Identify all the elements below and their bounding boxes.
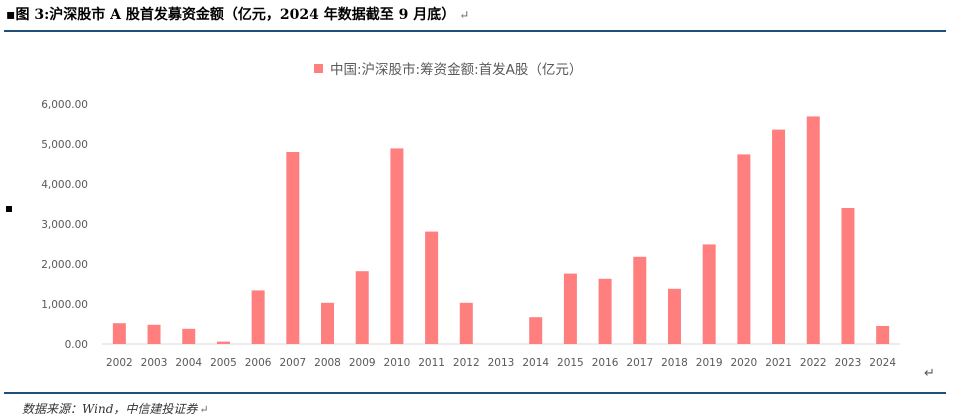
figure-title-text: ▪图 3:沪深股市 A 股首发募资金额（亿元，2024 年数据截至 9 月底） xyxy=(6,7,456,23)
bar-2017 xyxy=(633,256,647,344)
bar-2008 xyxy=(321,302,335,344)
x-tick-label: 2008 xyxy=(314,357,341,369)
x-tick-label: 2014 xyxy=(522,357,549,369)
chart-legend: 中国:沪深股市:筹资金额:首发A股（亿元） xyxy=(314,61,582,78)
x-tick-label: 2021 xyxy=(765,357,792,369)
y-tick-label: 3,000.00 xyxy=(41,219,88,231)
x-tick-label: 2013 xyxy=(488,357,515,369)
bar-2021 xyxy=(772,129,786,344)
figure-title: ▪图 3:沪深股市 A 股首发募资金额（亿元，2024 年数据截至 9 月底） ↵ xyxy=(6,4,469,24)
x-axis: 2002 2003 2004 2005 2006 2007 2008 2009 2010 2011… xyxy=(106,357,896,369)
source-note: 数据来源：Wind，中信建投证券 ↵ xyxy=(22,400,209,417)
bar-2004 xyxy=(182,328,196,344)
x-tick-label: 2003 xyxy=(141,357,168,369)
x-tick-label: 2007 xyxy=(279,357,306,369)
x-tick-label: 2012 xyxy=(453,357,480,369)
y-tick-label: 2,000.00 xyxy=(41,259,88,271)
bar-2005 xyxy=(216,341,230,344)
bar-2011 xyxy=(425,231,439,344)
y-tick-label: 6,000.00 xyxy=(41,99,88,111)
bar-series xyxy=(112,116,890,345)
x-tick-label: 2009 xyxy=(349,357,376,369)
y-tick-label: 4,000.00 xyxy=(41,179,88,191)
legend-label: 中国:沪深股市:筹资金额:首发A股（亿元） xyxy=(330,61,582,78)
x-tick-label: 2011 xyxy=(418,357,445,369)
x-tick-label: 2002 xyxy=(106,357,133,369)
bullet-square-icon xyxy=(6,206,12,212)
source-text: 数据来源：Wind，中信建投证券 xyxy=(22,402,198,416)
bar-2007 xyxy=(286,152,300,344)
x-tick-label: 2006 xyxy=(245,357,272,369)
bar-chart: 中国:沪深股市:筹资金额:首发A股（亿元） 0.00 1,000.00 2,000.… xyxy=(41,61,900,369)
x-tick-label: 2019 xyxy=(696,357,723,369)
bar-2023 xyxy=(841,208,855,344)
bar-2024 xyxy=(876,326,890,344)
paragraph-return-icon: ↵ xyxy=(199,403,209,416)
x-tick-label: 2023 xyxy=(835,357,862,369)
bar-2009 xyxy=(355,271,369,344)
bar-2003 xyxy=(147,324,161,344)
bar-2018 xyxy=(667,288,681,344)
x-tick-label: 2010 xyxy=(384,357,411,369)
bar-2022 xyxy=(806,116,820,345)
bar-2019 xyxy=(702,244,716,344)
y-tick-label: 0.00 xyxy=(65,339,88,351)
x-tick-label: 2015 xyxy=(557,357,584,369)
x-tick-label: 2022 xyxy=(800,357,827,369)
y-axis: 0.00 1,000.00 2,000.00 3,000.00 4,000.00 5,00… xyxy=(41,99,88,351)
bar-2002 xyxy=(112,323,126,344)
bar-2012 xyxy=(459,302,473,344)
y-tick-label: 5,000.00 xyxy=(41,139,88,151)
bar-2015 xyxy=(563,273,577,344)
paragraph-return-icon-right: ↵ xyxy=(924,366,935,381)
bar-2006 xyxy=(251,290,265,344)
x-tick-label: 2004 xyxy=(175,357,202,369)
x-tick-label: 2024 xyxy=(869,357,896,369)
x-tick-label: 2016 xyxy=(592,357,619,369)
y-tick-label: 1,000.00 xyxy=(41,299,88,311)
source-divider xyxy=(4,392,946,394)
x-tick-label: 2018 xyxy=(661,357,688,369)
bar-2010 xyxy=(390,148,404,344)
legend-swatch xyxy=(314,64,323,73)
x-tick-label: 2005 xyxy=(210,357,237,369)
x-tick-label: 2020 xyxy=(731,357,758,369)
bar-2014 xyxy=(529,317,543,344)
title-underline xyxy=(4,30,946,32)
bar-2016 xyxy=(598,278,612,344)
bar-2020 xyxy=(737,154,751,344)
paragraph-return-icon: ↵ xyxy=(459,8,470,22)
x-tick-label: 2017 xyxy=(626,357,653,369)
